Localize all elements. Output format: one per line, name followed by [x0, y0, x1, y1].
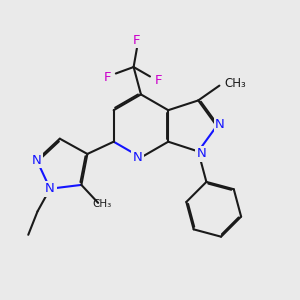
Text: N: N [45, 182, 55, 195]
Text: N: N [133, 151, 142, 164]
Text: CH₃: CH₃ [92, 199, 111, 209]
Text: F: F [104, 71, 111, 84]
Text: F: F [133, 34, 141, 46]
Text: N: N [197, 147, 206, 161]
Text: N: N [215, 118, 225, 131]
Text: F: F [154, 74, 162, 87]
Text: N: N [32, 154, 42, 167]
Text: CH₃: CH₃ [224, 77, 246, 91]
